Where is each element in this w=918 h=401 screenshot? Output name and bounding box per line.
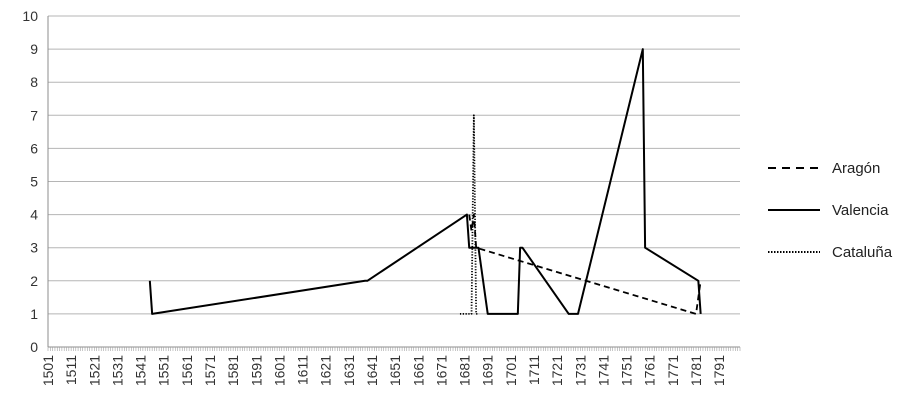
x-tick-label: 1671: [433, 355, 449, 386]
x-tick-label: 1711: [526, 355, 542, 385]
x-tick-label: 1741: [595, 355, 611, 386]
x-tick-label: 1551: [156, 355, 172, 386]
x-tick-label: 1541: [133, 355, 149, 386]
legend: Aragón Valencia Cataluña: [768, 160, 893, 261]
x-tick-label: 1761: [642, 355, 658, 386]
x-tick-label: 1611: [295, 355, 311, 385]
series-line-1: [148, 48, 702, 315]
x-tick-label: 1591: [248, 355, 264, 386]
x-tick-label: 1641: [364, 355, 380, 386]
x-tick-label: 1791: [711, 355, 727, 386]
x-tick-label: 1701: [503, 355, 519, 386]
x-tick-label: 1771: [665, 355, 681, 386]
x-tick-label: 1781: [688, 355, 704, 386]
series-layer: [148, 48, 702, 315]
x-tick-label: 1501: [40, 355, 56, 386]
y-tick-label: 2: [30, 273, 38, 289]
x-tick-label: 1721: [549, 355, 565, 386]
x-tick-label: 1751: [619, 355, 635, 386]
x-tick-label: 1731: [572, 355, 588, 386]
y-tick-label: 3: [30, 240, 38, 256]
y-tick-label: 6: [30, 140, 38, 156]
x-tick-label: 1521: [86, 355, 102, 386]
x-tick-label: 1681: [457, 355, 473, 386]
x-tick-label: 1581: [225, 355, 241, 386]
y-tick-label: 10: [22, 8, 38, 24]
x-tick-label: 1621: [318, 355, 334, 386]
x-tick-label: 1651: [387, 355, 403, 386]
series-line-2: [459, 114, 479, 315]
legend-label-1: Valencia: [832, 202, 889, 219]
x-tick-label: 1571: [202, 355, 218, 386]
axis-layer: [47, 16, 741, 351]
x-tick-label: 1511: [63, 355, 79, 385]
grid-layer: [48, 15, 740, 315]
x-tick-label: 1661: [410, 355, 426, 386]
label-layer: 0 1 2 3 4 5 6 7 8 9 10 1501 1511 1521 1531 1541 1551 1561…: [22, 8, 727, 386]
x-tick-label: 1531: [109, 355, 125, 386]
y-tick-label: 7: [30, 107, 38, 123]
legend-label-2: Cataluña: [832, 244, 893, 261]
y-tick-label: 9: [30, 41, 38, 57]
y-tick-label: 8: [30, 74, 38, 90]
y-tick-label: 1: [30, 306, 38, 322]
legend-label-0: Aragón: [832, 160, 880, 177]
x-tick-label: 1601: [271, 355, 287, 386]
x-tick-label: 1631: [341, 355, 357, 386]
y-tick-label: 5: [30, 174, 38, 190]
y-tick-label: 0: [30, 339, 38, 355]
y-tick-label: 4: [30, 207, 38, 223]
series-line-0: [468, 213, 702, 315]
x-tick-label: 1561: [179, 355, 195, 386]
x-tick-label: 1691: [480, 355, 496, 386]
